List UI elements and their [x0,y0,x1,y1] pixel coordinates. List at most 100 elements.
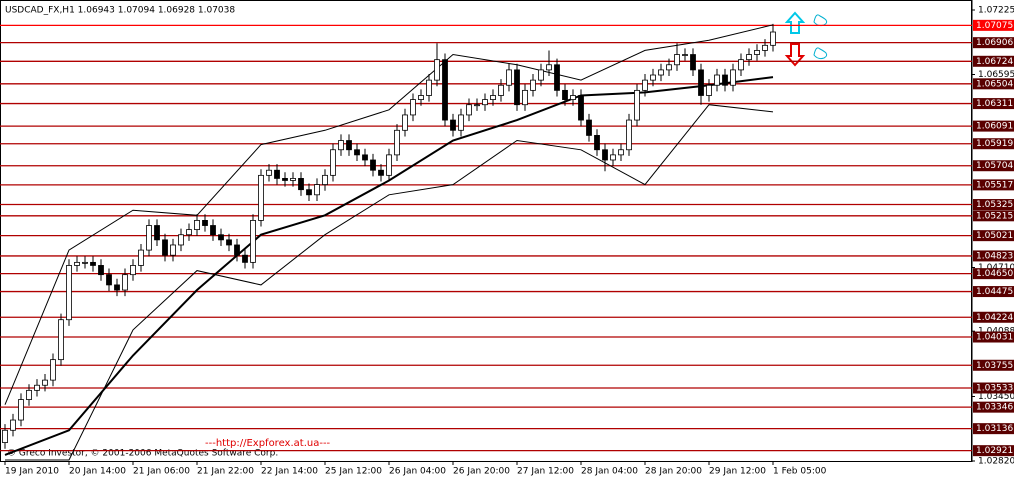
signal-arrows [784,11,828,67]
candle-body [346,140,352,151]
level-label-box [973,98,1014,110]
candle-body [58,319,64,361]
x-tick-label: 28 Jan 20:00 [645,467,702,477]
candle-body [266,169,272,176]
candle-body [162,239,168,256]
level-label: 1.04031 [976,333,1013,343]
candle-body [682,54,688,56]
indicator-line [5,104,774,461]
y-tick-label: 1.03450 [978,392,1014,402]
x-tick-label: 27 Jan 12:00 [517,467,574,477]
candle-body [658,69,664,76]
candle-body [402,114,408,131]
level-label: 1.03533 [976,384,1013,394]
candle-body [530,79,536,91]
candle-body [434,59,440,81]
candle-body [410,99,416,116]
candle-body [522,89,528,106]
level-label: 1.03346 [976,403,1013,413]
level-label-box [973,55,1014,67]
candle-body [274,169,280,179]
level-label-box [973,331,1014,343]
candle-body [690,54,696,71]
candle-body [458,114,464,131]
candle-body [378,169,384,176]
level-label: 1.05325 [976,200,1013,210]
candle-body [242,254,248,263]
candle-body [26,389,32,400]
candle-body [362,154,368,161]
level-label: 1.05021 [976,231,1013,241]
level-label-box [973,120,1014,132]
candle-body [578,95,584,121]
candle-body [394,129,400,156]
level-label: 1.06724 [976,57,1013,67]
level-label: 1.07075 [976,21,1013,31]
level-label: 1.06906 [976,38,1013,48]
candle-body [514,69,520,106]
level-label-box [973,78,1014,90]
candle-body [498,84,504,96]
candle-body [594,135,600,151]
candle-body [570,95,576,100]
level-label: 1.05704 [976,161,1013,171]
candle-body [466,104,472,116]
level-label-box [973,138,1014,150]
candle-body [674,54,680,66]
up-arrow [784,11,806,34]
candle-body [482,99,488,106]
candle-body [194,219,200,231]
level-label: 1.02921 [976,446,1013,456]
candle-body [626,119,632,151]
candle-body [250,219,256,263]
candle-body [34,384,40,391]
x-tick-label: 28 Jan 04:00 [581,467,638,477]
level-label-box [973,423,1014,435]
candle-body [74,261,80,266]
candle-body [82,261,88,264]
candle-body [282,178,288,181]
candle-body [66,265,72,321]
level-label-box [973,179,1014,191]
level-label-box [973,268,1014,280]
candle-body [762,44,768,51]
candle-body [130,265,136,276]
level-label-box [973,311,1014,323]
level-label-box [973,359,1014,371]
level-label: 1.04475 [976,287,1013,297]
watermark: ---http://Expforex.at.ua--- [205,438,331,449]
x-tick-label: 22 Jan 14:00 [261,467,318,477]
candle-body [618,149,624,156]
candle-body [10,419,16,431]
y-tick-label: 1.07225 [978,6,1014,16]
candle-body [42,379,48,386]
candle-body [170,244,176,256]
hand-icon [813,47,828,60]
candle-body [106,274,112,286]
candle-body [490,95,496,100]
level-label: 1.03136 [976,424,1013,434]
candle-body [770,31,776,46]
candle-body [98,265,104,276]
level-label-box [973,286,1014,298]
level-label: 1.06311 [976,99,1013,109]
level-label-box [973,37,1014,49]
candle-body [186,229,192,236]
candle-body [642,79,648,91]
indicator-line [4,24,774,405]
candle-body [426,79,432,96]
level-label: 1.05517 [976,180,1013,190]
level-label-box [973,230,1014,242]
x-tick-label: 20 Jan 14:00 [69,467,126,477]
y-tick-label: 1.02820 [978,457,1014,467]
candle-body [730,69,736,86]
down-arrow [784,43,806,67]
candle-body [354,149,360,156]
level-label-box [973,401,1014,413]
candle-body [322,174,328,185]
candle-body [258,174,264,221]
y-tick-label: 1.06595 [978,70,1014,80]
x-tick-label: 1 Feb 05:00 [773,467,827,477]
candle-body [226,239,232,246]
